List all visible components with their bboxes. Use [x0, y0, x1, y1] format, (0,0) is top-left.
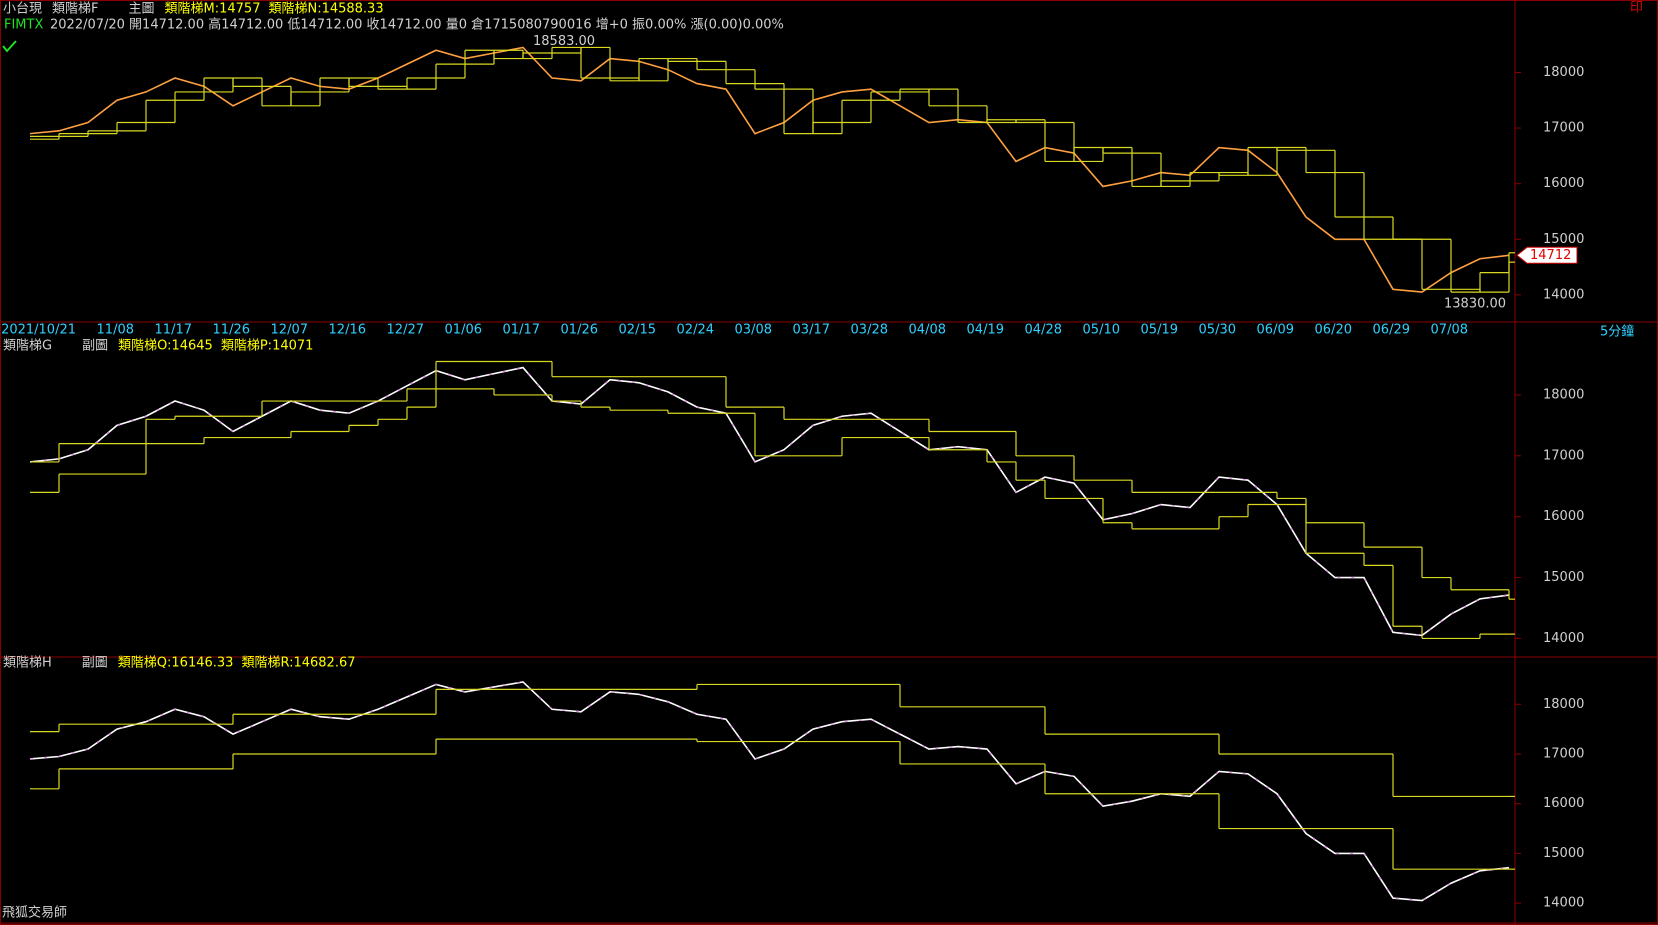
y-tick-label: 17000: [1543, 121, 1584, 136]
high-label: 18583.00: [533, 34, 595, 49]
x-tick-label: 11/08: [97, 323, 134, 338]
interval[interactable]: 5分鐘: [1600, 324, 1634, 340]
x-tick-label: 01/06: [445, 323, 482, 338]
x-tick-label: 01/26: [561, 323, 598, 338]
y-tick-label: 16000: [1543, 176, 1584, 191]
x-tick-label: 07/08: [1431, 323, 1468, 338]
price-line: [29, 46, 1510, 293]
price-line-shadow: [29, 681, 1510, 901]
pane-title: 類階梯G: [3, 339, 52, 354]
x-tick-label: 11/17: [155, 323, 192, 338]
price-line: [29, 366, 1510, 637]
price-line-shadow: [29, 367, 1510, 636]
legend-entry: 類階梯M:14757: [165, 2, 261, 17]
y-tick-label: 14000: [1543, 896, 1584, 911]
x-tick-label: 04/28: [1025, 323, 1062, 338]
x-tick-label: 05/10: [1083, 323, 1120, 338]
x-tick-label: 04/19: [967, 323, 1004, 338]
y-tick-label: 18000: [1543, 65, 1584, 80]
x-tick-label: 2021/10/21: [1, 323, 76, 338]
corner-icon[interactable]: 印: [1630, 1, 1643, 16]
x-tick-label: 06/09: [1257, 323, 1294, 338]
legend-entry: 類階梯O:14645: [118, 339, 213, 354]
x-tick-label: 04/08: [909, 323, 946, 338]
check-icon: [2, 40, 17, 53]
legend-entry: 類階梯N:14588.33: [268, 2, 383, 17]
legend-entry: 類階梯Q:16146.33: [118, 656, 234, 671]
y-tick-label: 18000: [1543, 697, 1584, 712]
symbol-name: 小台現: [3, 2, 42, 17]
x-tick-label: 05/19: [1141, 323, 1178, 338]
x-tick-label: 03/17: [793, 323, 830, 338]
quote-symbol: FIMTX: [4, 18, 43, 33]
y-tick-label: 15000: [1543, 232, 1584, 247]
last-price-label: 14712: [1530, 248, 1571, 263]
y-tick-label: 14000: [1543, 287, 1584, 302]
x-tick-label: 12/16: [329, 323, 366, 338]
pane-kind: 副圖: [82, 656, 108, 671]
x-tick-label: 02/15: [619, 323, 656, 338]
x-tick-label: 05/30: [1199, 323, 1236, 338]
y-tick-label: 14000: [1543, 631, 1584, 646]
low-label: 13830.00: [1444, 297, 1506, 312]
x-tick-label: 02/24: [677, 323, 714, 338]
y-tick-label: 17000: [1543, 448, 1584, 463]
y-tick-label: 18000: [1543, 387, 1584, 402]
pane-kind: 主圖: [129, 2, 155, 17]
y-tick-label: 16000: [1543, 509, 1584, 524]
x-tick-label: 03/28: [851, 323, 888, 338]
pane-title: 類階梯H: [3, 656, 52, 671]
legend-entry: 類階梯R:14682.67: [241, 656, 355, 671]
x-tick-label: 12/07: [271, 323, 308, 338]
legend-entry: 類階梯P:14071: [221, 339, 314, 354]
pane-kind: 副圖: [82, 339, 108, 354]
x-tick-label: 06/29: [1373, 323, 1410, 338]
footer: 飛狐交易師: [2, 905, 67, 921]
x-tick-label: 03/08: [735, 323, 772, 338]
x-tick-label: 01/17: [503, 323, 540, 338]
pane-title: 類階梯F: [52, 2, 98, 17]
quote-line: 2022/07/20 開14712.00 高14712.00 低14712.00…: [50, 17, 784, 33]
y-tick-label: 15000: [1543, 846, 1584, 861]
last-price-flag: [1516, 246, 1578, 264]
x-tick-label: 06/20: [1315, 323, 1352, 338]
x-tick-label: 11/26: [213, 323, 250, 338]
y-tick-label: 15000: [1543, 570, 1584, 585]
y-tick-label: 16000: [1543, 796, 1584, 811]
y-tick-label: 17000: [1543, 747, 1584, 762]
x-tick-label: 12/27: [387, 323, 424, 338]
